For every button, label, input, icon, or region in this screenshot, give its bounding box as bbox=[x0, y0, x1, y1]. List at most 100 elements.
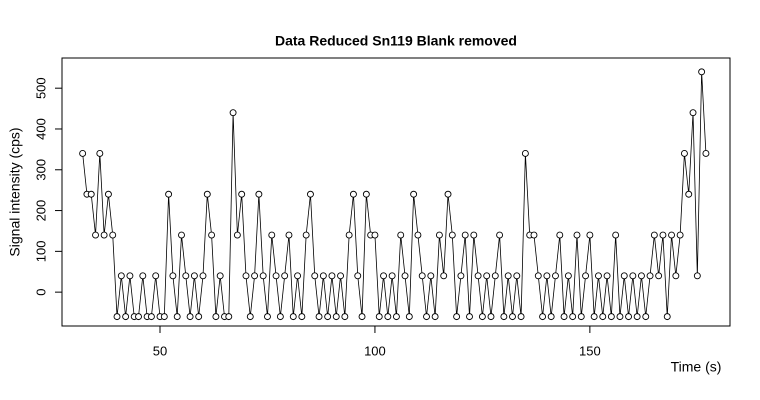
y-tick-label: 400 bbox=[33, 118, 48, 140]
y-tick-label: 200 bbox=[33, 200, 48, 222]
data-point bbox=[668, 231, 675, 239]
x-axis-label: Time (s) bbox=[671, 359, 722, 375]
data-point bbox=[208, 231, 216, 239]
data-point bbox=[655, 272, 663, 280]
data-point bbox=[203, 190, 211, 198]
data-point bbox=[573, 231, 581, 239]
data-point bbox=[603, 272, 611, 280]
data-point bbox=[560, 313, 568, 321]
data-point bbox=[474, 272, 482, 280]
data-point bbox=[418, 272, 426, 280]
data-point bbox=[496, 231, 504, 239]
data-point bbox=[251, 272, 259, 280]
data-point bbox=[637, 272, 645, 280]
data-point bbox=[122, 313, 130, 321]
plot-frame bbox=[61, 57, 731, 327]
data-point bbox=[642, 313, 650, 321]
data-point bbox=[190, 272, 198, 280]
data-point bbox=[534, 272, 542, 280]
x-tick-label: 100 bbox=[364, 343, 386, 358]
data-point bbox=[612, 231, 620, 239]
data-point bbox=[199, 272, 207, 280]
data-point bbox=[380, 272, 387, 280]
data-point bbox=[255, 190, 263, 198]
data-point bbox=[268, 231, 276, 239]
data-point bbox=[212, 313, 220, 321]
data-point bbox=[595, 272, 602, 280]
data-point bbox=[620, 272, 628, 280]
data-point bbox=[233, 231, 241, 239]
data-point bbox=[504, 272, 512, 280]
data-point bbox=[246, 313, 254, 321]
data-point bbox=[646, 272, 654, 280]
data-point bbox=[659, 231, 667, 239]
data-point bbox=[79, 150, 87, 157]
data-point bbox=[96, 150, 104, 157]
data-point bbox=[500, 313, 508, 321]
data-point bbox=[324, 313, 332, 321]
data-point bbox=[569, 313, 577, 321]
data-point bbox=[599, 313, 607, 321]
y-tick-label: 300 bbox=[33, 159, 48, 181]
data-point bbox=[582, 272, 590, 280]
data-point bbox=[182, 272, 190, 280]
data-point bbox=[470, 231, 478, 239]
data-point bbox=[453, 313, 461, 321]
data-point bbox=[676, 231, 684, 239]
data-point bbox=[135, 313, 142, 321]
data-point bbox=[104, 190, 112, 198]
data-point bbox=[427, 272, 435, 280]
data-point bbox=[349, 190, 357, 198]
data-point bbox=[547, 313, 555, 321]
data-point bbox=[423, 313, 430, 321]
data-point bbox=[607, 313, 615, 321]
data-point bbox=[414, 231, 422, 239]
data-point bbox=[160, 313, 168, 321]
data-point bbox=[405, 313, 413, 321]
data-point bbox=[466, 313, 473, 321]
data-point bbox=[431, 313, 439, 321]
data-point bbox=[281, 272, 289, 280]
data-point bbox=[298, 313, 306, 321]
data-point bbox=[100, 231, 108, 239]
data-point bbox=[173, 313, 181, 321]
data-point bbox=[311, 272, 319, 280]
data-point bbox=[513, 272, 521, 280]
data-point bbox=[117, 272, 125, 280]
data-point bbox=[440, 272, 448, 280]
data-point bbox=[87, 190, 95, 198]
y-tick-label: 0 bbox=[33, 289, 48, 296]
y-tick-label: 500 bbox=[33, 77, 48, 99]
data-point bbox=[341, 313, 349, 321]
data-point bbox=[590, 313, 598, 321]
data-point bbox=[186, 313, 194, 321]
data-point bbox=[371, 231, 379, 239]
x-tick-label: 50 bbox=[153, 343, 167, 358]
data-point bbox=[577, 313, 585, 321]
data-point bbox=[328, 272, 336, 280]
data-point bbox=[384, 313, 392, 321]
data-point bbox=[165, 190, 173, 198]
data-point bbox=[294, 272, 302, 280]
data-point bbox=[435, 231, 443, 239]
data-point bbox=[461, 231, 469, 239]
data-point bbox=[509, 313, 516, 321]
data-point bbox=[491, 272, 499, 280]
data-point bbox=[487, 313, 495, 321]
series-line bbox=[82, 71, 707, 318]
data-point bbox=[392, 313, 400, 321]
data-point bbox=[685, 190, 693, 198]
data-point bbox=[332, 313, 340, 321]
data-point bbox=[216, 272, 224, 280]
data-point bbox=[633, 313, 641, 321]
y-tick-label: 100 bbox=[33, 241, 48, 263]
data-point bbox=[698, 68, 706, 76]
data-point bbox=[289, 313, 297, 321]
data-point bbox=[689, 109, 697, 117]
data-point bbox=[616, 313, 624, 321]
data-point bbox=[315, 313, 323, 321]
data-point bbox=[285, 231, 293, 239]
data-point bbox=[521, 150, 529, 157]
data-point bbox=[552, 272, 559, 280]
